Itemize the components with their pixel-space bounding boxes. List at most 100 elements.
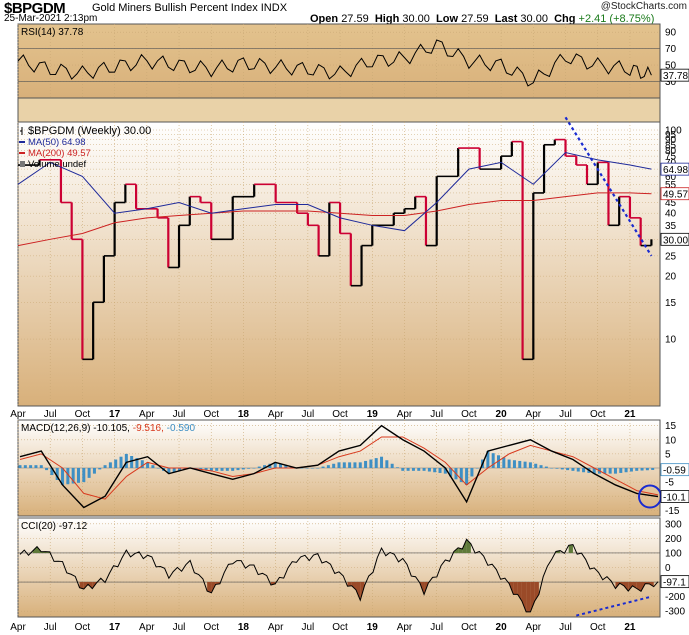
macd-histogram-bar <box>640 468 644 471</box>
cci-oversold-area <box>632 582 637 589</box>
cci-title: CCI(20) -97.12 <box>21 521 88 532</box>
macd-histogram-bar <box>34 465 38 468</box>
macd-histogram-bar <box>71 468 75 484</box>
cci-y-tick: 200 <box>665 534 682 545</box>
macd-histogram-bar <box>475 468 479 469</box>
rsi-panel-bg <box>17 23 661 99</box>
macd-histogram-bar <box>332 463 336 468</box>
x-tick-label: 20 <box>496 622 508 633</box>
price-y-tick: 75 <box>665 152 677 163</box>
macd-histogram-bar <box>140 460 144 468</box>
panel-separator <box>17 97 661 123</box>
cci-oversold-area <box>521 582 527 612</box>
macd-histogram-bar <box>236 468 240 471</box>
macd-histogram-bar <box>45 468 49 471</box>
price-y-tick: 60 <box>665 172 677 183</box>
macd-histogram-bar <box>167 468 171 474</box>
macd-histogram-bar <box>443 468 447 474</box>
macd-histogram-bar <box>178 468 181 471</box>
x-tick-label: 20 <box>496 409 508 420</box>
x-tick-label: Oct <box>590 622 606 633</box>
macd-last-label: -10.1 <box>663 493 686 504</box>
macd-histogram-bar <box>124 453 128 468</box>
x-tick-label: Apr <box>397 622 413 633</box>
legend-entry: $BPGDM (Weekly) 30.00 <box>28 125 151 137</box>
macd-histogram-bar <box>119 456 123 468</box>
x-tick-label: Jul <box>44 622 57 633</box>
index-name: Gold Miners Bullish Percent Index <box>92 2 258 14</box>
cci-y-tick: 300 <box>665 519 682 530</box>
x-tick-label: Apr <box>139 622 155 633</box>
macd-histogram-bar <box>23 465 27 468</box>
x-tick-label: Oct <box>461 409 477 420</box>
cci-oversold-area <box>517 582 522 602</box>
x-tick-label: Apr <box>139 409 155 420</box>
macd-histogram-bar <box>629 468 633 472</box>
macd-histogram-bar <box>204 468 208 471</box>
macd-histogram-bar <box>576 468 580 472</box>
cci-trendline <box>576 595 652 617</box>
price-y-tick: 55 <box>665 180 677 191</box>
x-tick-label: Apr <box>268 622 284 633</box>
x-tick-label: Oct <box>203 622 219 633</box>
macd-histogram-bar <box>608 468 612 474</box>
x-tick-label: Jul <box>430 409 443 420</box>
x-tick-label: Jul <box>559 622 572 633</box>
macd-histogram-bar <box>130 456 134 468</box>
x-tick-label: Apr <box>268 409 284 420</box>
price-y-tick: 100 <box>665 126 682 137</box>
ma50-line <box>17 152 652 232</box>
macd-histogram-bar <box>18 465 22 468</box>
macd-line <box>19 424 659 509</box>
price-y-tick: 90 <box>665 135 677 146</box>
macd-histogram-bar <box>316 468 320 469</box>
cci-y-tick: 100 <box>665 548 682 559</box>
macd-histogram-bar <box>300 468 304 469</box>
price-y-tick: 80 <box>665 146 677 157</box>
x-tick-label: 21 <box>624 409 636 420</box>
high-value: 30.00 <box>402 13 430 25</box>
macd-y-tick: 10 <box>665 435 677 446</box>
macd-histogram-bar <box>305 468 309 469</box>
macd-histogram-bar <box>582 468 586 473</box>
rsi-y-tick: 30 <box>665 77 677 88</box>
cci-line <box>19 538 659 613</box>
macd-histogram-bar <box>645 468 649 471</box>
macd-histogram-bar <box>241 468 245 470</box>
macd-histogram-bar <box>534 463 538 468</box>
macd-histogram-bar <box>135 458 139 468</box>
macd-histogram-bar <box>369 459 373 468</box>
price-last-label-bg <box>660 232 689 246</box>
macd-histogram-bar <box>92 468 96 474</box>
macd-histogram-bar <box>449 468 453 477</box>
x-tick-label: Oct <box>332 409 348 420</box>
macd-histogram-bar <box>82 468 86 483</box>
macd-histogram-bar <box>385 460 389 468</box>
macd-histogram-bar <box>512 460 516 468</box>
chart-description: Gold Miners Bullish Percent Index INDX <box>92 2 287 14</box>
x-tick-label: Jul <box>430 622 443 633</box>
macd-histogram-bar <box>364 460 368 468</box>
macd-histogram-bar <box>321 466 325 468</box>
cci-oversold-area <box>628 582 633 592</box>
stockcharts-credit: @StockCharts.com <box>600 1 687 12</box>
macd-histogram-bar <box>263 465 267 468</box>
x-tick-label: 19 <box>367 409 379 420</box>
macd-histogram-bar <box>337 462 341 468</box>
rsi-last-label: 37.78 <box>663 71 688 82</box>
macd-last-label-bg <box>660 490 689 503</box>
macd-histogram-bar <box>156 468 160 469</box>
ohlc-readout: Open 27.59 High 30.00 Low 27.59 Last 30.… <box>310 13 654 25</box>
macd-histogram-bar <box>209 468 213 471</box>
macd-histogram-bar <box>544 466 548 468</box>
macd-histogram-bar <box>624 468 628 473</box>
macd-histogram-bar <box>433 468 437 473</box>
macd-y-tick: 5 <box>665 449 671 460</box>
ma200-line <box>17 192 652 247</box>
price-y-tick: 20 <box>665 272 677 283</box>
macd-histogram-bar <box>417 468 421 471</box>
x-tick-label: Apr <box>526 409 542 420</box>
macd-histogram-bar <box>172 468 176 473</box>
macd-histogram-bar <box>470 468 474 477</box>
